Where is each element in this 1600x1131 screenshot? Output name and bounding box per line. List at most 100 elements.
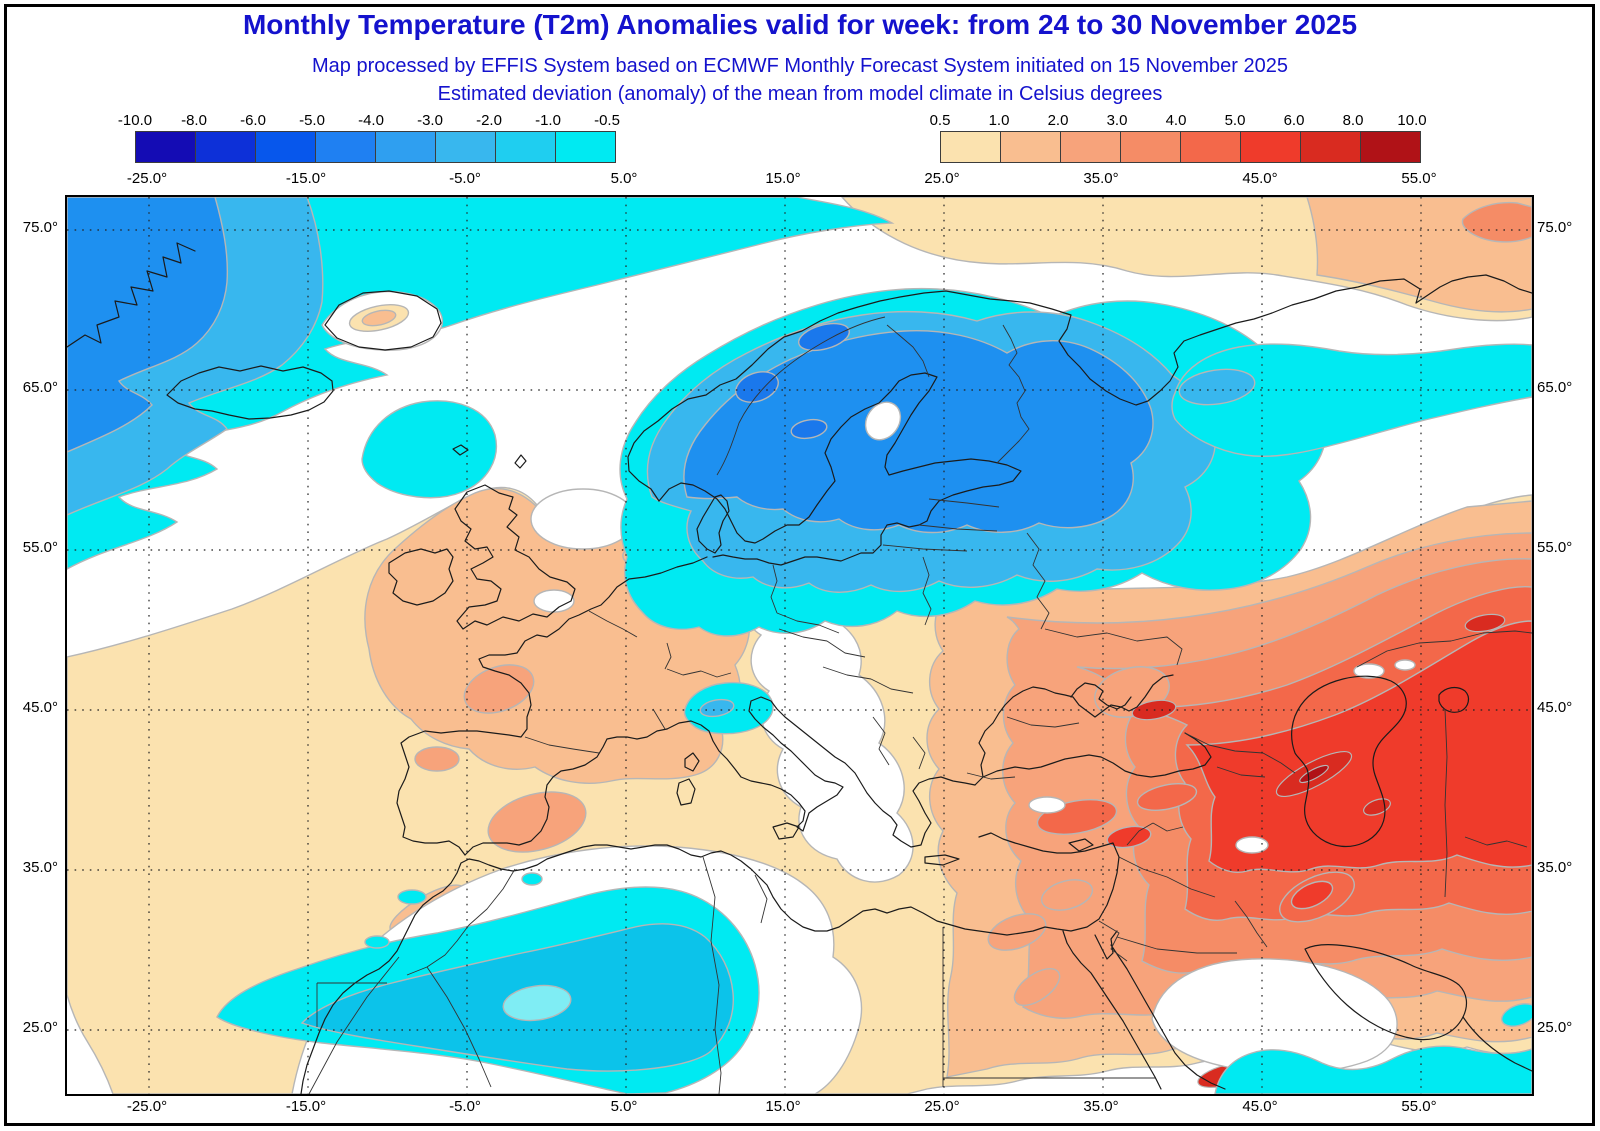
legend-positive-color-cell [1241, 132, 1301, 162]
coast-crimea [1070, 682, 1132, 710]
coast-oman [1462, 1016, 1532, 1072]
coast-red-sea-east [1110, 944, 1226, 1090]
border-france-italy [652, 708, 666, 730]
coast-baltic [658, 372, 1022, 566]
graticule-label-left: 75.0° [22, 219, 58, 236]
hotspot-caucasus-core [1299, 764, 1329, 784]
border-tunisia-libya [754, 874, 768, 924]
hotspot-kazakh-corner [1464, 613, 1506, 633]
border-belarus-ukraine [1026, 532, 1183, 666]
legend-negative-tick-label: -8.0 [181, 112, 207, 129]
neutral-iran-speck [1235, 836, 1269, 854]
legend-positive-color-cell [1361, 132, 1420, 162]
patch-redsea-coast [1013, 967, 1061, 1007]
patch-anatolia-2 [1136, 783, 1198, 811]
patch-spain-north [414, 746, 460, 772]
legend-negative-tick-label: -6.0 [240, 112, 266, 129]
neutral-anatolia-speck [1028, 796, 1066, 814]
legend-negative-anomaly: -10.0 -8.0 -6.0 -5.0 -4.0 -3.0 -2.0 -1.0 -0.5 [118, 112, 620, 164]
patch-spain-south [487, 791, 587, 853]
patch-brittany [463, 664, 535, 714]
anomaly-map-canvas [67, 197, 1532, 1094]
page-frame [4, 4, 1595, 1126]
coast-ireland [388, 548, 454, 606]
border-finland-russia [996, 324, 1030, 464]
graticule-label-top: 45.0° [1242, 170, 1278, 187]
legend-negative-colorbar [135, 131, 616, 163]
graticule-label-right: 75.0° [1537, 219, 1573, 236]
legend-negative-color-cell [436, 132, 496, 162]
legend-positive-tick-label: 0.5 [929, 112, 951, 129]
legend-positive-color-cell [1061, 132, 1121, 162]
coast-sicily [772, 822, 800, 840]
graticule-label-bottom: -25.0° [126, 1098, 168, 1115]
graticule-label-right: 45.0° [1537, 699, 1573, 716]
legend-positive-anomaly: 0.5 1.0 2.0 3.0 4.0 5.0 6.0 8.0 10.0 [930, 112, 1427, 164]
patch-iran-2 [1290, 880, 1334, 910]
legend-negative-tick-label: -5.0 [299, 112, 325, 129]
coast-sinai [1094, 930, 1118, 960]
legend-positive-color-cell [1181, 132, 1241, 162]
graticule-label-bottom: 35.0° [1083, 1098, 1119, 1115]
map-graticule [67, 197, 1532, 1094]
graticule-label-left: 55.0° [22, 539, 58, 556]
graticule-label-left: 25.0° [22, 1019, 58, 1036]
neutral-north-sea [530, 488, 636, 550]
legend-positive-tick-label: 6.0 [1283, 112, 1305, 129]
graticule-label-bottom: 5.0° [610, 1098, 638, 1115]
graticule-label-bottom: 25.0° [924, 1098, 960, 1115]
map-coastlines [67, 242, 1532, 1094]
coast-cyprus [1068, 838, 1094, 852]
graticule-label-top: 15.0° [765, 170, 801, 187]
border-west-sahara [308, 956, 400, 1094]
graticule-label-top: -5.0° [449, 170, 481, 187]
patch-egypt-2 [1040, 879, 1094, 911]
spot-gulf-edge [1501, 1003, 1532, 1027]
island-nw-warm-core [361, 309, 397, 327]
legend-negative-color-cell [196, 132, 256, 162]
graticule-label-left: 65.0° [22, 379, 58, 396]
border-norway-sweden [716, 316, 886, 476]
coast-black-sea-south [982, 732, 1212, 778]
coast-shetland [514, 454, 527, 469]
legend-positive-color-cell [1301, 132, 1361, 162]
border-morocco-algeria [406, 868, 516, 976]
legend-positive-tick-label: 8.0 [1342, 112, 1364, 129]
spot-tunisia [521, 872, 543, 886]
spot-scandinavia-deep-1 [797, 322, 851, 352]
coast-faroe [452, 444, 469, 456]
graticule-label-top: 35.0° [1083, 170, 1119, 187]
page-title: Monthly Temperature (T2m) Anomalies vali… [242, 9, 1358, 40]
neutral-central-europe [721, 585, 914, 883]
graticule-label-top: 55.0° [1401, 170, 1437, 187]
coast-iceland [166, 365, 334, 420]
patch-anatolia-red [1106, 825, 1152, 849]
coast-greenland [67, 242, 196, 348]
spot-morocco-1 [397, 889, 427, 905]
coast-caspian [1291, 675, 1407, 848]
graticule-label-bottom: -5.0° [449, 1098, 481, 1115]
legend-positive-color-cell [1001, 132, 1061, 162]
legend-negative-tick-label: -3.0 [417, 112, 443, 129]
legend-positive-tick-label: 1.0 [988, 112, 1010, 129]
legend-positive-color-cell [941, 132, 1001, 162]
legend-positive-tick-label: 3.0 [1106, 112, 1128, 129]
coast-denmark [696, 494, 730, 554]
legend-positive-tick-label: 2.0 [1047, 112, 1069, 129]
border-algeria-mali [426, 966, 492, 1088]
coast-arctic-norway-russia [627, 274, 1532, 502]
region-alps-cold-core [699, 698, 735, 718]
graticule-label-top: 25.0° [924, 170, 960, 187]
legend-positive-colorbar [940, 131, 1421, 163]
border-algeria-libya [702, 856, 722, 1094]
coast-nw-island [324, 290, 442, 351]
border-kazakhstan [1356, 630, 1532, 898]
legend-negative-color-cell [556, 132, 615, 162]
legend-negative-tick-label: -0.5 [594, 112, 620, 129]
legend-negative-color-cell [496, 132, 556, 162]
coast-turkey-levant-africa [300, 832, 1120, 1094]
graticule-label-bottom: -15.0° [285, 1098, 327, 1115]
coast-red-sea-west [1062, 930, 1162, 1090]
graticule-label-top: 5.0° [610, 170, 638, 187]
